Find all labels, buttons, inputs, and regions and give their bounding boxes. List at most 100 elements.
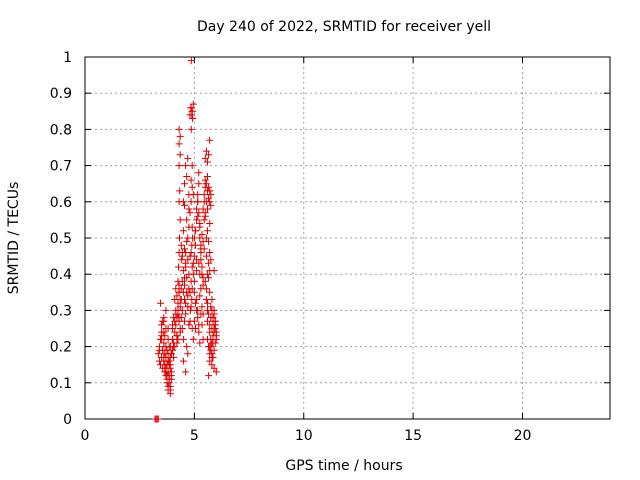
data-point	[187, 249, 195, 256]
data-point	[206, 350, 214, 358]
data-point	[206, 357, 214, 365]
data-point	[194, 212, 202, 220]
tick-labels: 0 5 10 15 20 0 0.1 0.2 0.3 0.4 0.5 0.6 0.7 0.8 0.9 1	[50, 50, 532, 444]
data-point	[186, 306, 194, 314]
chart-title: Day 240 of 2022, SRMTID for receiver yel…	[197, 19, 491, 35]
data-point	[210, 364, 218, 372]
data-point	[194, 191, 202, 199]
data-point	[207, 191, 215, 199]
y-tick-label: 0.3	[50, 303, 72, 319]
y-tick-label: 0.8	[50, 122, 72, 138]
data-point	[181, 274, 188, 282]
data-point	[212, 368, 220, 376]
data-point	[183, 238, 191, 246]
data-point	[177, 285, 185, 293]
data-point	[182, 162, 190, 170]
data-point	[179, 227, 187, 235]
data-point	[205, 238, 213, 246]
data-point	[201, 212, 209, 220]
data-point	[165, 372, 173, 380]
data-point	[206, 136, 214, 144]
data-point	[170, 354, 178, 361]
data-point	[175, 140, 183, 148]
data-point	[204, 173, 211, 180]
data-point	[188, 183, 196, 191]
data-point	[176, 151, 184, 159]
data-point	[205, 372, 213, 380]
data-point	[208, 325, 216, 332]
data-point	[190, 252, 198, 260]
data-point	[192, 227, 199, 235]
data-point	[154, 350, 162, 358]
data-point	[185, 321, 193, 329]
data-point	[185, 205, 193, 213]
data-point	[187, 198, 195, 206]
data-point	[171, 343, 179, 351]
data-point	[187, 303, 195, 311]
data-point	[164, 382, 172, 390]
data-point	[192, 299, 199, 307]
data-point	[195, 209, 203, 217]
data-point	[195, 180, 203, 188]
data-point	[164, 357, 172, 365]
data-point	[208, 296, 216, 303]
data-point	[194, 314, 202, 322]
data-point	[159, 346, 167, 354]
data-point	[178, 306, 186, 314]
data-point	[183, 173, 191, 180]
data-point	[197, 310, 205, 318]
data-point	[181, 180, 188, 188]
data-point	[176, 234, 183, 242]
data-point	[166, 386, 174, 394]
data-point	[158, 332, 166, 340]
data-point	[188, 162, 196, 170]
data-point	[198, 230, 206, 238]
data-point	[189, 270, 197, 278]
data-point	[169, 346, 176, 354]
data-point	[176, 303, 184, 311]
data-point	[178, 249, 186, 256]
data-point	[170, 339, 178, 347]
data-point	[205, 183, 213, 191]
data-point	[165, 379, 173, 387]
data-point	[201, 277, 209, 285]
data-point	[200, 216, 208, 224]
data-point	[183, 216, 191, 224]
y-tick-label: 0.1	[50, 376, 72, 392]
data-point	[193, 216, 201, 224]
data-point	[188, 223, 196, 231]
data-point	[174, 299, 182, 307]
data-point	[190, 277, 198, 285]
data-point	[179, 267, 187, 275]
data-point	[181, 281, 188, 289]
data-point	[177, 256, 185, 264]
data-point	[189, 115, 197, 122]
data-point	[198, 303, 206, 311]
x-tick-label: 15	[404, 428, 422, 444]
data-point	[196, 339, 204, 347]
data-point	[188, 111, 196, 119]
x-tick-label: 0	[81, 428, 90, 444]
data-point	[176, 187, 184, 195]
y-tick-label: 0.6	[50, 195, 72, 211]
data-point	[209, 314, 217, 322]
data-point	[204, 227, 211, 235]
x-tick-label: 5	[190, 428, 199, 444]
data-point	[162, 306, 170, 314]
data-point	[202, 252, 210, 260]
data-point	[162, 325, 170, 332]
data-point	[194, 198, 202, 206]
data-point	[160, 339, 168, 347]
data-points	[151, 57, 220, 423]
data-point	[202, 147, 210, 155]
data-point	[184, 350, 192, 358]
data-point	[206, 187, 214, 195]
data-point	[190, 317, 198, 325]
data-point	[193, 256, 201, 264]
data-point	[184, 292, 192, 300]
data-point	[163, 375, 171, 383]
data-point	[198, 263, 206, 271]
data-point	[208, 361, 216, 369]
data-point	[207, 335, 215, 343]
